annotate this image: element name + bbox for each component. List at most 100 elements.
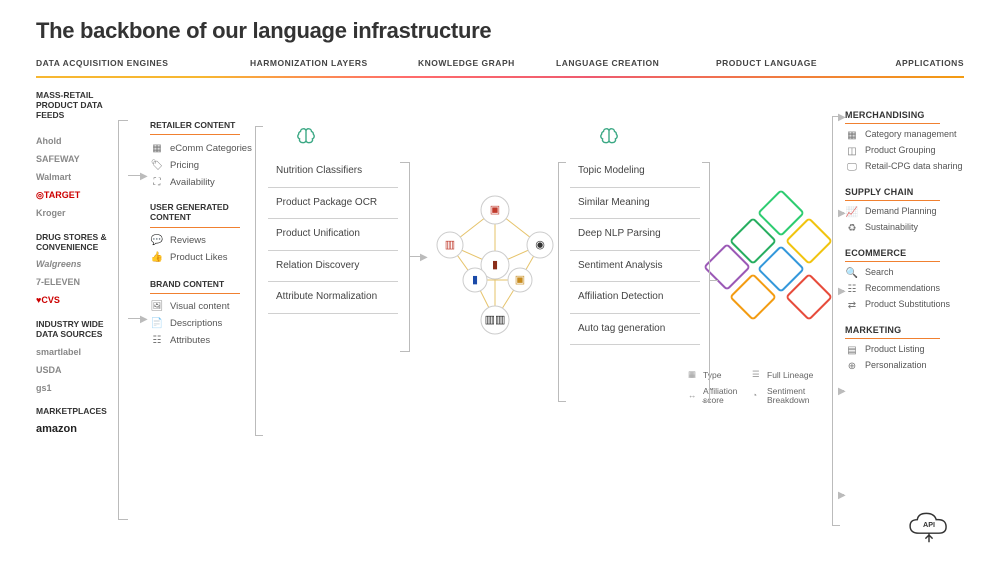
app-item-label: Product Grouping xyxy=(865,145,936,156)
content-item-label: Pricing xyxy=(170,160,199,171)
app-item-label: Sustainability xyxy=(865,222,918,233)
harmonization-list: Nutrition Classifiers Product Package OC… xyxy=(268,156,398,314)
affiliation-icon: ↔ xyxy=(688,391,699,402)
content-item-label: Product Likes xyxy=(170,252,228,263)
ugc-title: USER GENERATED CONTENT xyxy=(150,203,255,227)
search-icon: 🔍 xyxy=(845,267,859,281)
availability-icon: ⛶ xyxy=(150,175,164,189)
lang-item: Auto tag generation xyxy=(570,314,700,346)
industry-header-l1: INDUSTRY WIDE xyxy=(36,319,104,329)
app-category-title: MERCHANDISING xyxy=(845,110,980,123)
flow-arrow xyxy=(838,290,844,291)
drug-header: DRUG STORES & CONVENIENCE xyxy=(36,232,126,256)
app-item-label: Recommendations xyxy=(865,283,940,294)
categories-icon: ▦ xyxy=(150,141,164,155)
content-item-label: Reviews xyxy=(170,235,206,246)
brand-content-block: BRAND CONTENT 🖼Visual content 📄Descripti… xyxy=(150,279,255,348)
app-item-label: Product Substitutions xyxy=(865,299,950,310)
brand-logo: ◎ TARGET xyxy=(36,187,126,204)
brand-logo: amazon xyxy=(36,421,126,438)
industry-header-l2: DATA SOURCES xyxy=(36,329,102,339)
applications-column: MERCHANDISING ▦Category management ◫Prod… xyxy=(845,110,980,386)
col-header-harm: HARMONIZATION LAYERS xyxy=(250,58,418,68)
app-item-label: Personalization xyxy=(865,360,927,371)
harm-item: Relation Discovery xyxy=(268,251,398,283)
lang-item: Deep NLP Parsing xyxy=(570,219,700,251)
feeds-header-l2: PRODUCT DATA FEEDS xyxy=(36,100,102,120)
app-item-label: Demand Planning xyxy=(865,206,937,217)
arrowhead-icon: ▶ xyxy=(838,208,846,219)
retailer-content-title: RETAILER CONTENT xyxy=(150,120,255,134)
arrowhead-icon: ▶ xyxy=(420,252,428,263)
arrowhead-icon: ▶ xyxy=(838,386,846,397)
grouping-icon: ◫ xyxy=(845,145,859,159)
flow-bracket xyxy=(400,162,410,352)
api-cloud-icon: API xyxy=(906,508,952,544)
app-category-title: ECOMMERCE xyxy=(845,248,980,261)
underline xyxy=(845,261,940,262)
brand-content-title: BRAND CONTENT xyxy=(150,279,255,293)
svg-text:▣: ▣ xyxy=(490,204,500,216)
brand-logo: USDA xyxy=(36,361,126,378)
brain-icon xyxy=(295,126,317,148)
brand-logo: ♥CVS xyxy=(36,292,126,309)
col-header-kg: KNOWLEDGE GRAPH xyxy=(418,58,556,68)
drug-header-l2: CONVENIENCE xyxy=(36,242,98,252)
svg-text:▮: ▮ xyxy=(472,274,478,286)
flow-bracket xyxy=(558,162,566,402)
flow-arrow xyxy=(838,390,844,391)
visual-icon: 🖼 xyxy=(150,300,164,314)
lineage-icon: ☰ xyxy=(752,370,763,381)
lang-item: Topic Modeling xyxy=(570,156,700,188)
reviews-icon: 💬 xyxy=(150,234,164,248)
brand-logo: Walgreens xyxy=(36,256,126,273)
content-item-label: Availability xyxy=(170,177,215,188)
brain-icon xyxy=(598,126,620,148)
meta-label: Sentiment Breakdown xyxy=(767,387,816,406)
brand-logo: SAFEWAY xyxy=(36,151,126,168)
pricing-icon: 🏷 xyxy=(150,158,164,172)
reco-icon: ☷ xyxy=(845,283,859,297)
brand-logo: Walmart xyxy=(36,169,126,186)
app-item-label: Retail-CPG data sharing xyxy=(865,161,963,172)
flow-bracket xyxy=(255,126,263,436)
brand-logo: 7-ELEVEN xyxy=(36,274,126,291)
brand-logo: Ahold xyxy=(36,133,126,150)
likes-icon: 👍 xyxy=(150,251,164,265)
listing-icon: ▤ xyxy=(845,344,859,358)
app-category-title: MARKETING xyxy=(845,325,980,338)
knowledge-graph: ▣ ▥ ◉ ▮ ▮ ▣ ▥▥ xyxy=(425,190,565,340)
col-header-acq: DATA ACQUISITION ENGINES xyxy=(36,58,250,68)
lang-item: Sentiment Analysis xyxy=(570,251,700,283)
page-title: The backbone of our language infrastruct… xyxy=(0,0,1000,44)
marketplaces-header: MARKETPLACES xyxy=(36,406,126,420)
underline xyxy=(150,227,240,228)
svg-text:◉: ◉ xyxy=(535,239,545,251)
content-groups-column: RETAILER CONTENT ▦eComm Categories 🏷Pric… xyxy=(150,120,255,362)
personalize-icon: ⊕ xyxy=(845,360,859,374)
svg-text:▣: ▣ xyxy=(515,274,525,286)
data-sources-column: MASS-RETAIL PRODUCT DATA FEEDS Ahold SAF… xyxy=(36,90,126,438)
sustain-icon: ♻ xyxy=(845,222,859,236)
drug-header-l1: DRUG STORES & xyxy=(36,232,107,242)
brand-logo: gs1 xyxy=(36,379,126,396)
col-header-apps: APPLICATIONS xyxy=(856,58,964,68)
app-item-label: Search xyxy=(865,267,894,278)
underline xyxy=(845,338,940,339)
brand-logo-text: TARGET xyxy=(44,190,80,200)
underline xyxy=(845,123,940,124)
brand-logo-text: CVS xyxy=(41,295,60,305)
sentiment-icon: ◔ xyxy=(752,391,763,402)
harm-item: Product Unification xyxy=(268,219,398,251)
ugc-block: USER GENERATED CONTENT 💬 Reviews 👍 Product… xyxy=(150,203,255,265)
product-language-diamonds xyxy=(718,190,838,340)
brand-logo: smartlabel xyxy=(36,343,126,360)
harm-item: Attribute Normalization xyxy=(268,282,398,314)
content-item-label: Attributes xyxy=(170,335,210,346)
arrowhead-icon: ▶ xyxy=(838,490,846,501)
arrowhead-icon: ▶ xyxy=(838,286,846,297)
col-header-lang: LANGUAGE CREATION xyxy=(556,58,716,68)
flow-bracket xyxy=(118,120,128,520)
app-item-label: Category management xyxy=(865,129,957,140)
column-headers: DATA ACQUISITION ENGINES HARMONIZATION L… xyxy=(0,44,1000,68)
